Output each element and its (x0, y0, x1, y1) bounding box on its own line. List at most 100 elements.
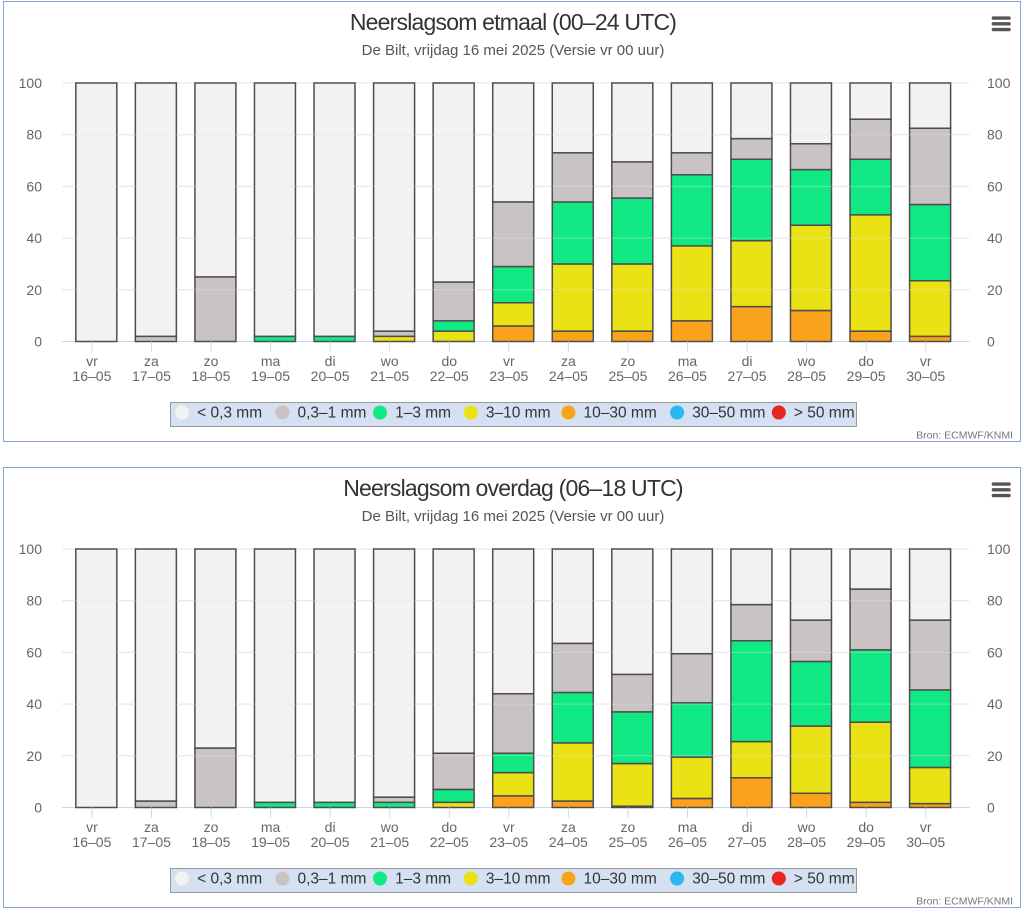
svg-text:27–05: 27–05 (728, 834, 767, 850)
svg-text:30–50 mm: 30–50 mm (692, 871, 765, 888)
svg-text:De Bilt, vrijdag 16 mei 2025 (: De Bilt, vrijdag 16 mei 2025 (Versie vr … (362, 42, 665, 59)
svg-text:wo: wo (380, 819, 399, 835)
svg-text:< 0,3 mm: < 0,3 mm (197, 405, 262, 422)
svg-text:26–05: 26–05 (668, 368, 707, 384)
svg-text:80: 80 (987, 593, 1003, 609)
svg-text:16–05: 16–05 (72, 834, 111, 850)
svg-text:17–05: 17–05 (132, 834, 171, 850)
svg-text:20: 20 (987, 282, 1003, 298)
svg-text:0: 0 (987, 800, 995, 816)
svg-text:Neerslagsom overdag (06–18 UTC: Neerslagsom overdag (06–18 UTC) (343, 475, 683, 501)
svg-text:vr: vr (503, 353, 515, 369)
svg-text:20–05: 20–05 (311, 368, 350, 384)
svg-text:zo: zo (621, 819, 636, 835)
svg-text:20: 20 (26, 282, 42, 298)
svg-text:Bron: ECMWF/KNMI: Bron: ECMWF/KNMI (916, 430, 1013, 442)
svg-text:80: 80 (987, 127, 1003, 143)
svg-text:ma: ma (261, 819, 281, 835)
svg-text:0,3–1 mm: 0,3–1 mm (298, 871, 367, 888)
svg-text:20: 20 (26, 748, 42, 764)
svg-text:10–30 mm: 10–30 mm (584, 871, 657, 888)
svg-text:wo: wo (797, 353, 816, 369)
svg-text:21–05: 21–05 (370, 368, 409, 384)
svg-text:29–05: 29–05 (847, 368, 886, 384)
svg-text:21–05: 21–05 (370, 834, 409, 850)
svg-text:ma: ma (261, 353, 281, 369)
svg-text:0: 0 (34, 800, 42, 816)
svg-text:wo: wo (380, 353, 399, 369)
svg-text:di: di (325, 819, 336, 835)
svg-text:23–05: 23–05 (489, 368, 528, 384)
svg-text:100: 100 (987, 541, 1011, 557)
svg-text:za: za (561, 353, 576, 369)
svg-text:40: 40 (26, 230, 42, 246)
svg-text:za: za (144, 353, 159, 369)
svg-text:28–05: 28–05 (787, 368, 826, 384)
svg-text:24–05: 24–05 (549, 368, 588, 384)
svg-text:100: 100 (19, 75, 43, 91)
svg-text:za: za (561, 819, 576, 835)
svg-text:De Bilt, vrijdag 16 mei 2025 (: De Bilt, vrijdag 16 mei 2025 (Versie vr … (362, 508, 665, 525)
svg-text:100: 100 (987, 75, 1011, 91)
svg-text:10–30 mm: 10–30 mm (584, 405, 657, 422)
svg-text:Bron: ECMWF/KNMI: Bron: ECMWF/KNMI (916, 896, 1013, 908)
svg-text:24–05: 24–05 (549, 834, 588, 850)
svg-text:0: 0 (987, 334, 995, 350)
svg-text:60: 60 (26, 178, 42, 194)
svg-text:25–05: 25–05 (608, 834, 647, 850)
svg-text:60: 60 (987, 644, 1003, 660)
svg-text:18–05: 18–05 (192, 368, 231, 384)
svg-text:zo: zo (621, 353, 636, 369)
svg-text:di: di (325, 353, 336, 369)
svg-text:16–05: 16–05 (72, 368, 111, 384)
svg-text:do: do (858, 819, 874, 835)
svg-text:22–05: 22–05 (430, 368, 469, 384)
svg-text:60: 60 (26, 644, 42, 660)
svg-text:27–05: 27–05 (728, 368, 767, 384)
svg-text:40: 40 (987, 230, 1003, 246)
svg-text:1–3 mm: 1–3 mm (395, 871, 451, 888)
svg-text:do: do (858, 353, 874, 369)
svg-text:17–05: 17–05 (132, 368, 171, 384)
svg-text:do: do (441, 353, 457, 369)
svg-text:1–3 mm: 1–3 mm (395, 405, 451, 422)
svg-text:vr: vr (920, 353, 932, 369)
svg-text:29–05: 29–05 (847, 834, 886, 850)
svg-text:3–10 mm: 3–10 mm (486, 871, 551, 888)
svg-text:vr: vr (503, 819, 515, 835)
svg-text:20: 20 (987, 748, 1003, 764)
svg-text:23–05: 23–05 (489, 834, 528, 850)
svg-text:40: 40 (987, 696, 1003, 712)
svg-text:100: 100 (19, 541, 43, 557)
svg-text:zo: zo (204, 353, 219, 369)
svg-text:> 50 mm: > 50 mm (794, 871, 855, 888)
svg-text:di: di (742, 819, 753, 835)
svg-text:di: di (742, 353, 753, 369)
svg-text:80: 80 (26, 593, 42, 609)
svg-text:28–05: 28–05 (787, 834, 826, 850)
svg-text:30–50 mm: 30–50 mm (692, 405, 765, 422)
svg-text:Neerslagsom etmaal (00–24 UTC): Neerslagsom etmaal (00–24 UTC) (350, 9, 676, 35)
svg-text:30–05: 30–05 (906, 834, 945, 850)
svg-text:22–05: 22–05 (430, 834, 469, 850)
svg-text:vr: vr (920, 819, 932, 835)
svg-text:18–05: 18–05 (192, 834, 231, 850)
svg-text:30–05: 30–05 (906, 368, 945, 384)
svg-text:20–05: 20–05 (311, 834, 350, 850)
svg-text:ma: ma (678, 353, 698, 369)
svg-text:40: 40 (26, 696, 42, 712)
svg-text:80: 80 (26, 127, 42, 143)
svg-text:do: do (441, 819, 457, 835)
svg-text:vr: vr (86, 353, 98, 369)
svg-text:ma: ma (678, 819, 698, 835)
svg-text:za: za (144, 819, 159, 835)
svg-text:0: 0 (34, 334, 42, 350)
svg-text:< 0,3 mm: < 0,3 mm (197, 871, 262, 888)
svg-text:19–05: 19–05 (251, 834, 290, 850)
svg-text:25–05: 25–05 (608, 368, 647, 384)
svg-text:60: 60 (987, 178, 1003, 194)
svg-text:> 50 mm: > 50 mm (794, 405, 855, 422)
svg-text:zo: zo (204, 819, 219, 835)
svg-text:3–10 mm: 3–10 mm (486, 405, 551, 422)
svg-text:vr: vr (86, 819, 98, 835)
